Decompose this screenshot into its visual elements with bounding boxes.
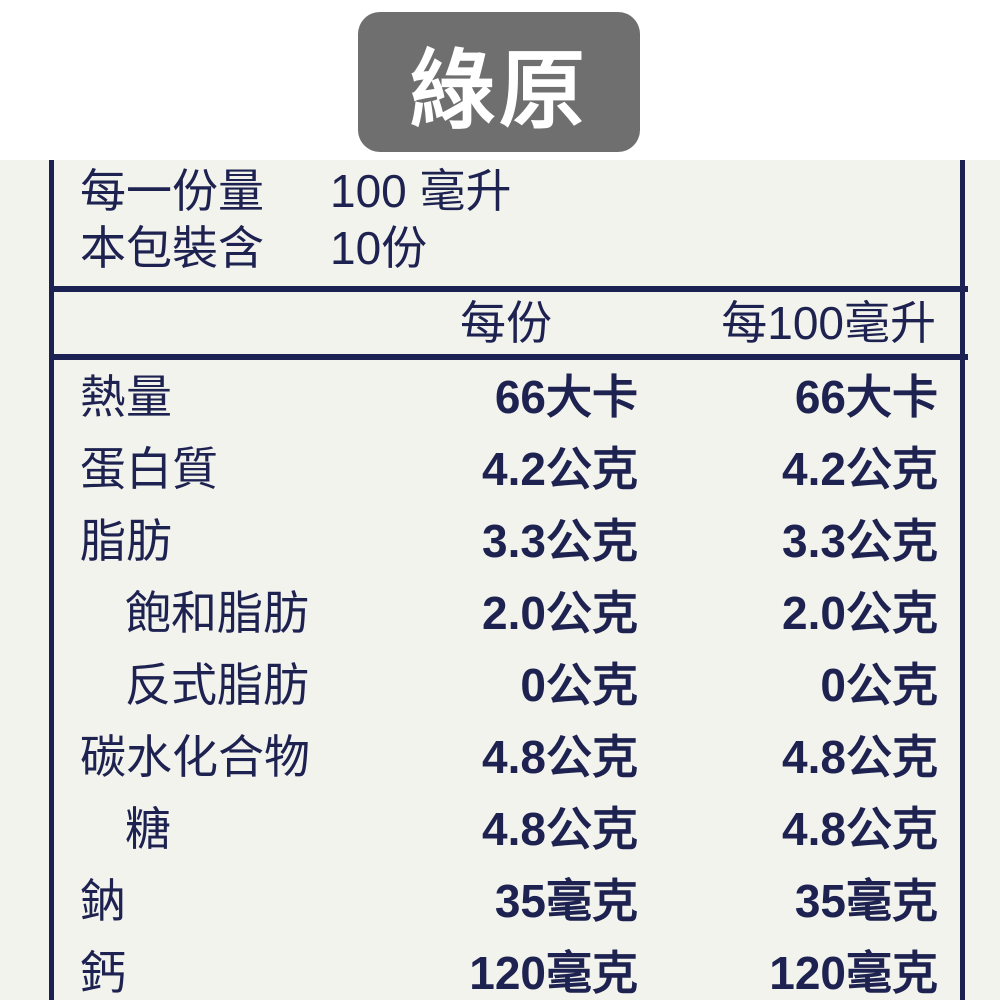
nutrient-per-100ml: 4.2公克 bbox=[782, 443, 938, 495]
nutrient-per-serving: 0公克 bbox=[520, 659, 638, 711]
nutrient-name: 脂肪 bbox=[80, 515, 172, 567]
brand-title: 綠原 bbox=[409, 42, 589, 139]
nutrient-per-100ml: 120毫克 bbox=[769, 947, 938, 999]
nutrient-name: 飽和脂肪 bbox=[125, 587, 309, 639]
nutrient-name: 鈣 bbox=[80, 947, 126, 999]
nutrient-name: 糖 bbox=[125, 803, 171, 855]
servings-label: 本包裝含 bbox=[80, 222, 264, 274]
serving-size-label: 每一份量 bbox=[80, 165, 264, 217]
nutrition-label bbox=[0, 160, 1000, 1000]
label-right-border bbox=[960, 160, 965, 1000]
nutrient-per-serving: 4.2公克 bbox=[482, 443, 638, 495]
nutrient-per-100ml: 3.3公克 bbox=[782, 515, 938, 567]
column-per-serving: 每份 bbox=[460, 297, 552, 349]
nutrient-per-serving: 4.8公克 bbox=[482, 731, 638, 783]
nutrient-per-100ml: 35毫克 bbox=[794, 875, 938, 927]
nutrient-per-100ml: 4.8公克 bbox=[782, 731, 938, 783]
nutrient-per-100ml: 4.8公克 bbox=[782, 803, 938, 855]
nutrient-name: 反式脂肪 bbox=[125, 659, 309, 711]
brand-badge: 綠原 bbox=[358, 12, 640, 152]
nutrient-per-serving: 120毫克 bbox=[469, 947, 638, 999]
header-divider bbox=[50, 286, 968, 292]
nutrient-per-serving: 3.3公克 bbox=[482, 515, 638, 567]
label-left-border bbox=[49, 160, 54, 1000]
column-header-divider bbox=[50, 354, 968, 360]
nutrient-per-serving: 2.0公克 bbox=[482, 587, 638, 639]
nutrient-per-100ml: 0公克 bbox=[820, 659, 938, 711]
nutrient-per-serving: 35毫克 bbox=[494, 875, 638, 927]
nutrient-per-100ml: 2.0公克 bbox=[782, 587, 938, 639]
nutrient-name: 蛋白質 bbox=[80, 443, 218, 495]
nutrient-per-serving: 4.8公克 bbox=[482, 803, 638, 855]
servings-value: 10份 bbox=[330, 222, 428, 274]
serving-size-value: 100 毫升 bbox=[330, 165, 512, 217]
nutrient-name: 鈉 bbox=[80, 875, 126, 927]
nutrient-name: 熱量 bbox=[80, 371, 172, 423]
nutrient-per-100ml: 66大卡 bbox=[794, 371, 938, 423]
nutrient-name: 碳水化合物 bbox=[80, 731, 310, 783]
nutrient-per-serving: 66大卡 bbox=[494, 371, 638, 423]
column-per-100ml: 每100毫升 bbox=[721, 297, 936, 349]
